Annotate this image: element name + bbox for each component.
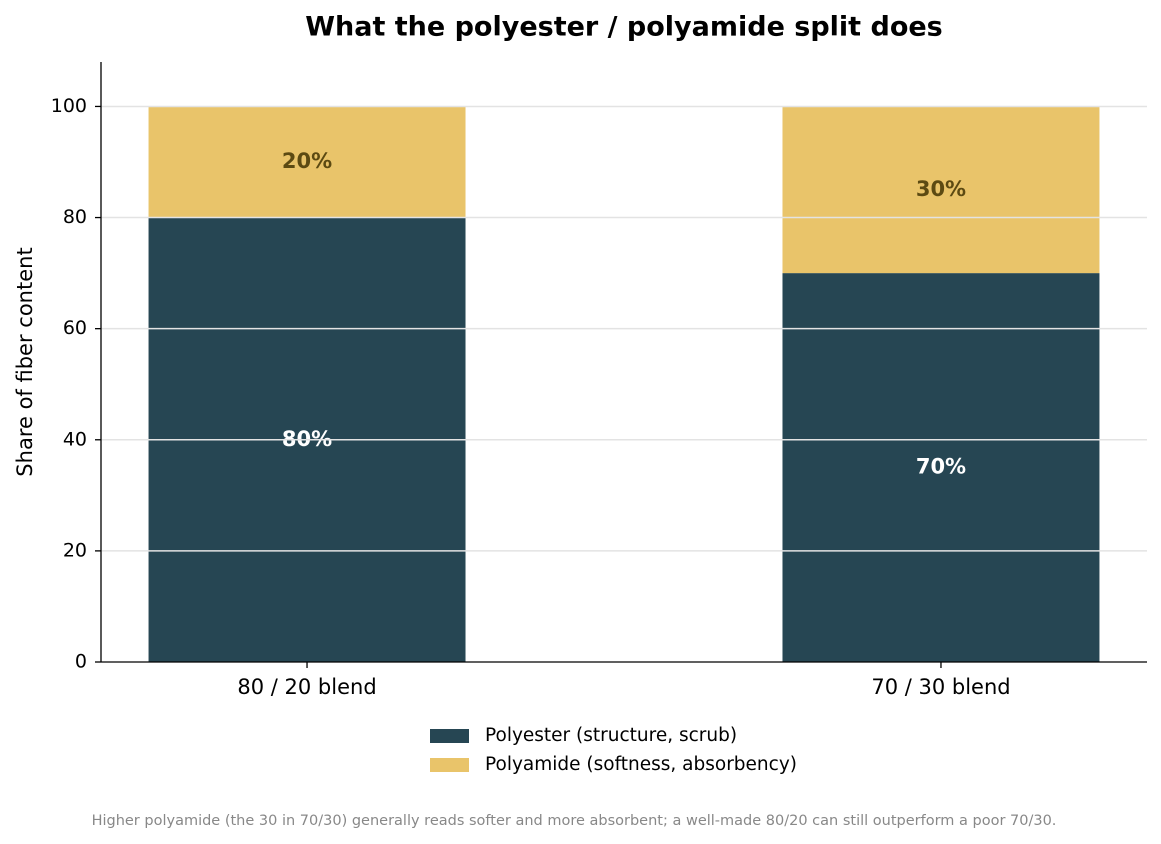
x-tick-label: 70 / 30 blend — [871, 675, 1010, 699]
y-axis-label: Share of fiber content — [13, 247, 37, 476]
y-tick-label: 60 — [63, 317, 87, 339]
data-label: 20% — [282, 149, 332, 173]
bar-segment — [782, 273, 1100, 662]
y-tick-label: 20 — [63, 539, 87, 561]
bar-segment — [782, 106, 1100, 274]
legend-swatch — [430, 758, 469, 772]
legend-label: Polyester (structure, scrub) — [485, 725, 737, 746]
y-tick-label: 0 — [75, 651, 87, 673]
chart-title: What the polyester / polyamide split doe… — [305, 12, 943, 43]
data-label: 70% — [916, 455, 966, 479]
footnote: Higher polyamide (the 30 in 70/30) gener… — [92, 813, 1057, 829]
y-tick-label: 40 — [63, 428, 87, 450]
y-tick-label: 80 — [63, 206, 87, 228]
data-label: 80% — [282, 427, 332, 451]
x-tick-label: 80 / 20 blend — [237, 675, 376, 699]
legend-label: Polyamide (softness, absorbency) — [485, 754, 797, 775]
y-tick-label: 100 — [51, 95, 87, 117]
bar-segment — [148, 106, 466, 218]
legend-swatch — [430, 729, 469, 743]
data-label: 30% — [916, 177, 966, 201]
